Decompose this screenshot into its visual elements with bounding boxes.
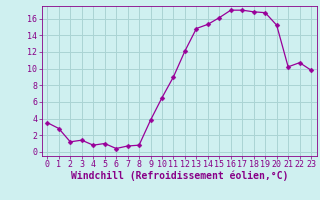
X-axis label: Windchill (Refroidissement éolien,°C): Windchill (Refroidissement éolien,°C) (70, 171, 288, 181)
